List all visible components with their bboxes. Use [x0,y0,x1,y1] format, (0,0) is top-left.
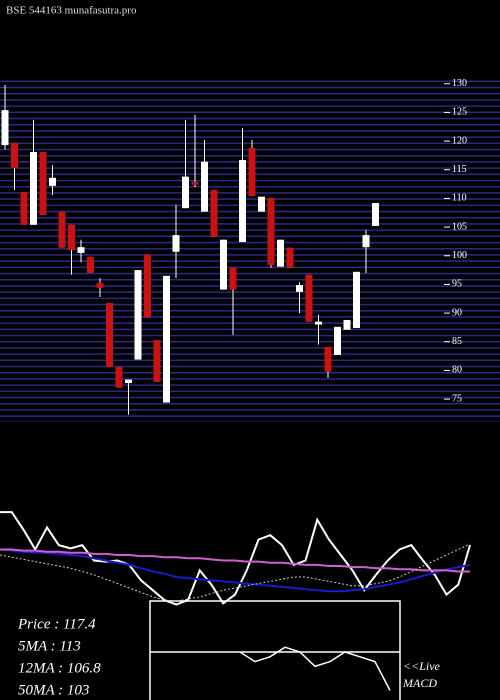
candle-body [201,161,208,212]
candle-body [191,181,199,185]
y-tick-label: 115 [452,164,467,175]
candle-body [134,270,142,360]
candle-body [58,211,66,248]
candle-body [277,239,284,267]
candle-body [305,274,313,322]
macd-box [149,600,401,700]
candle-body [239,160,246,242]
y-tick-label: 75 [452,393,462,404]
candle-body [1,110,9,146]
y-tick-label: 125 [452,107,467,118]
candle-body [30,151,37,225]
candle-body [125,379,132,384]
candle-body [248,147,256,197]
candle-body [115,366,123,388]
candle-body [77,247,85,253]
indicator-line [0,548,471,593]
candle-body [172,235,180,252]
candle-body [39,151,47,216]
candle-body [11,142,18,169]
candle-body [315,321,322,325]
stat-label: 5MA : 113 [18,638,81,654]
candle-body [163,275,170,403]
candle-body [372,203,379,226]
candle-body [343,319,351,330]
y-tick-label: 120 [452,135,467,146]
candle-body [96,282,104,288]
stat-label: 12MA : 106.8 [18,660,101,676]
candle-body [353,271,360,328]
stat-label: 50MA : 103 [18,682,89,698]
candle-body [324,346,332,372]
indicator-line [0,511,471,606]
candle-body [286,247,294,268]
indicator-line [0,548,470,573]
macd-label: <<Live [403,659,441,673]
y-tick-label: 105 [452,221,467,232]
candle-body [20,192,28,225]
candle-body [144,254,151,318]
candle-body [267,197,275,265]
candle-body [106,302,113,367]
candle-body [296,285,303,292]
y-tick-label: 95 [452,279,462,290]
stat-label: Price : 117.4 [17,616,96,632]
candle-body [49,177,56,186]
candle-body [258,196,265,212]
macd-line [239,646,391,691]
candle-body [362,235,370,248]
y-tick-label: 130 [452,78,467,89]
chart-title: BSE 544163 munafasutra.pro [6,5,137,17]
candle-body [210,189,218,237]
candle-body [229,267,237,290]
candle-body [68,224,75,251]
y-tick-label: 100 [452,250,467,261]
candle-body [87,256,94,273]
y-tick-label: 90 [452,307,462,318]
y-tick-label: 85 [452,336,462,347]
candle-body [182,176,189,209]
candle-body [220,239,227,290]
candle-body [153,340,161,382]
candle-body [334,326,341,355]
y-tick-label: 110 [452,193,467,204]
y-tick-label: 80 [452,365,462,376]
macd-label: MACD [402,676,437,690]
